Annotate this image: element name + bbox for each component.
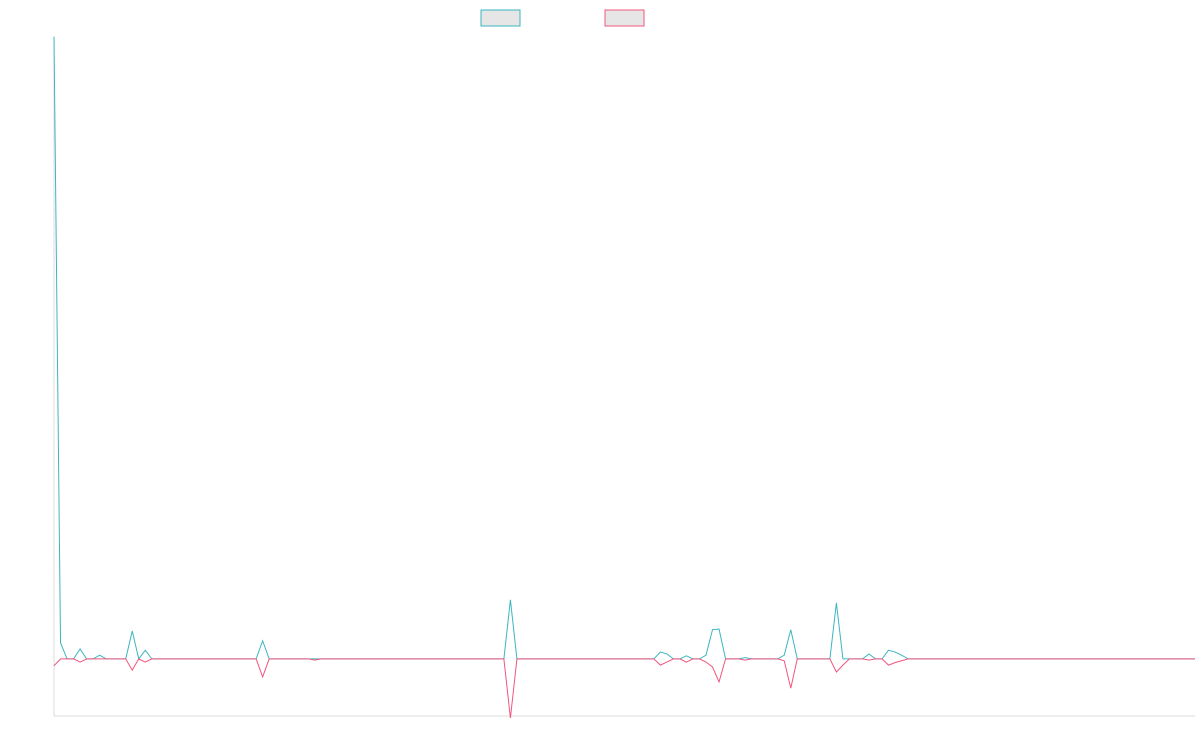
legend-swatch [480, 9, 521, 27]
legend-swatch [604, 9, 645, 27]
series-line [53, 658, 1195, 719]
series-line [53, 36, 1195, 661]
